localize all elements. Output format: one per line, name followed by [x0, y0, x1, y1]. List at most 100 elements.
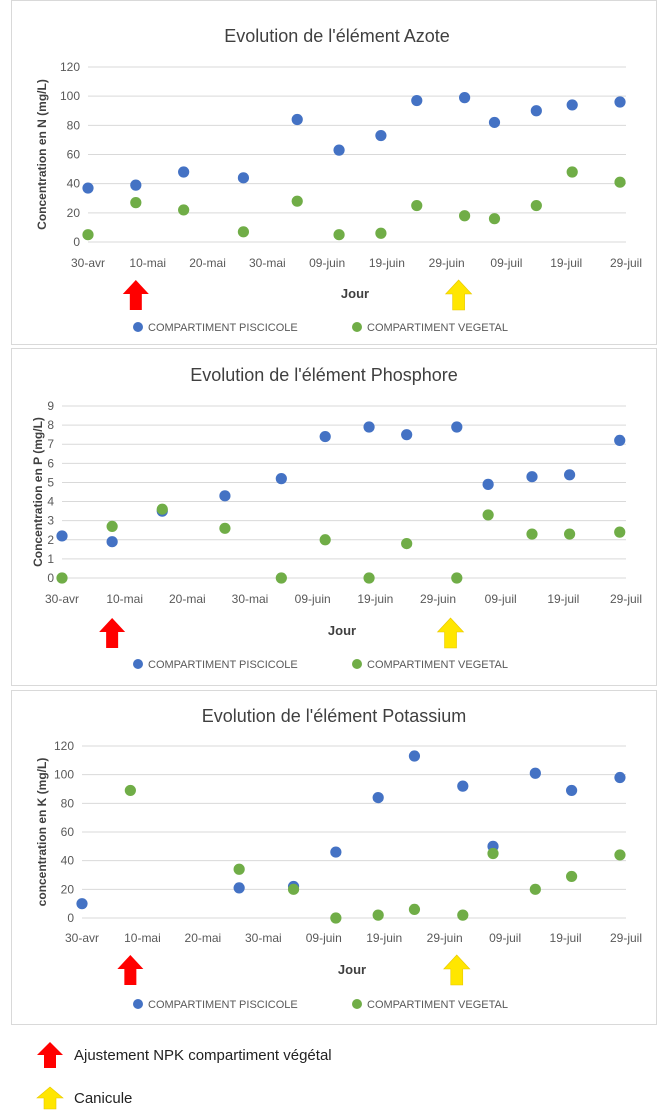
- x-tick-label: 30-mai: [245, 931, 282, 945]
- red-up-arrow-icon: [37, 1042, 63, 1068]
- y-tick-label: 80: [67, 118, 81, 132]
- legend-label: COMPARTIMENT PISCICOLE: [148, 322, 298, 334]
- chart-panel-potassium: Evolution de l'élément Potassium 0 20 40 60 8…: [0, 690, 657, 1025]
- piscicole-point: [566, 784, 578, 797]
- vegetal-point: [287, 883, 300, 895]
- vegetal-point: [319, 534, 331, 546]
- piscicole-point: [614, 96, 626, 108]
- piscicole-point: [372, 792, 384, 804]
- yellow-up-arrow-icon: [443, 954, 471, 986]
- chart-azote: Evolution de l'élément Azote 0 20 40 60 80 100…: [11, 0, 657, 345]
- piscicole-point: [319, 430, 331, 443]
- vegetal-point: [459, 210, 471, 222]
- piscicole-point: [291, 113, 303, 126]
- legend-note-canicule: Canicule: [36, 1086, 132, 1110]
- vegetal-point: [614, 849, 626, 861]
- x-tick-label: 09-juil: [485, 592, 517, 606]
- y-tick-label: 100: [60, 89, 80, 103]
- vegetal-point: [156, 503, 168, 515]
- y-axis-label: concentration en K (mg/L): [35, 758, 49, 907]
- piscicole-point: [130, 179, 142, 191]
- x-axis-label: Jour: [338, 962, 366, 977]
- x-tick-label: 19-juin: [369, 256, 405, 270]
- piscicole-point: [82, 182, 94, 194]
- y-tick-label: 8: [47, 418, 54, 432]
- chart-phosphore: Evolution de l'élément Phosphore 0 1 2 3 4 5 6 7…: [11, 348, 657, 686]
- y-tick-label: 0: [67, 911, 74, 925]
- x-tick-label: 19-juil: [550, 256, 582, 270]
- red-up-arrow-icon: [99, 618, 126, 648]
- chart-title-azote: Evolution de l'élément Azote: [224, 26, 450, 46]
- x-tick-label: 29-juin: [420, 592, 456, 606]
- chart-title-potassium: Evolution de l'élément Potassium: [202, 706, 467, 726]
- x-tick-label: 19-juin: [366, 931, 402, 945]
- vegetal-point: [330, 912, 342, 924]
- x-tick-label: 09-juin: [306, 931, 342, 945]
- legend-marker: [133, 659, 143, 669]
- vegetal-point: [130, 197, 142, 209]
- x-tick-label: 10-mai: [129, 256, 166, 270]
- piscicole-point: [401, 429, 413, 441]
- red-up-arrow-icon: [117, 955, 144, 985]
- y-tick-label: 4: [47, 495, 54, 509]
- piscicole-point: [233, 882, 245, 894]
- vegetal-point: [488, 213, 501, 225]
- piscicole-point: [333, 144, 345, 156]
- vegetal-point: [451, 572, 463, 584]
- red-up-arrow-icon: [122, 280, 149, 310]
- legend-label: COMPARTIMENT VEGETAL: [367, 322, 508, 334]
- y-tick-label: 7: [47, 437, 54, 451]
- piscicole-point: [330, 846, 342, 858]
- y-tick-label: 120: [54, 739, 74, 753]
- x-tick-label: 19-juil: [550, 931, 582, 945]
- x-tick-label: 29-juil: [610, 931, 642, 945]
- legend-label: COMPARTIMENT PISCICOLE: [148, 999, 298, 1011]
- x-tick-label: 09-juil: [489, 931, 521, 945]
- chart-panel-azote: Evolution de l'élément Azote 0 20 40 60 80 100…: [0, 0, 657, 345]
- y-tick-label: 20: [67, 206, 81, 220]
- y-tick-label: 120: [60, 60, 80, 74]
- y-tick-label: 1: [47, 552, 54, 566]
- vegetal-point: [530, 199, 542, 212]
- y-tick-label: 9: [47, 399, 54, 413]
- x-tick-label: 09-juin: [309, 256, 345, 270]
- x-tick-label: 10-mai: [106, 592, 143, 606]
- chart-potassium: Evolution de l'élément Potassium 0 20 40 60 8…: [11, 690, 657, 1025]
- piscicole-point: [375, 129, 387, 142]
- yellow-up-arrow-icon: [36, 1086, 64, 1110]
- legend-marker: [133, 999, 143, 1009]
- x-tick-label: 19-juil: [547, 592, 579, 606]
- legend-marker: [352, 659, 362, 669]
- vegetal-point: [487, 847, 499, 860]
- piscicole-point: [408, 750, 421, 762]
- y-tick-label: 40: [67, 177, 81, 191]
- vegetal-point: [219, 522, 231, 534]
- vegetal-point: [457, 909, 469, 921]
- chart-title-phosphore: Evolution de l'élément Phosphore: [190, 365, 458, 385]
- x-tick-label: 29-juin: [427, 931, 463, 945]
- vegetal-point: [375, 227, 387, 239]
- y-tick-label: 3: [47, 514, 54, 528]
- vegetal-point: [614, 526, 626, 538]
- x-tick-label: 30-mai: [232, 592, 269, 606]
- chart-frame: [11, 690, 657, 1025]
- vegetal-point: [401, 538, 413, 550]
- vegetal-point: [614, 176, 626, 188]
- x-axis-label: Jour: [341, 286, 369, 301]
- vegetal-point: [564, 528, 576, 540]
- chart-panel-phosphore: Evolution de l'élément Phosphore 0 1 2 3 4 5 6 7…: [0, 348, 657, 686]
- yellow-up-arrow-icon: [436, 617, 465, 649]
- vegetal-point: [333, 229, 345, 241]
- x-tick-label: 30-avr: [45, 592, 79, 606]
- x-tick-label: 09-juil: [490, 256, 522, 270]
- piscicole-point: [526, 471, 538, 483]
- piscicole-point: [459, 92, 471, 104]
- vegetal-point: [237, 226, 250, 238]
- piscicole-point: [363, 421, 375, 433]
- yellow-up-arrow-icon: [444, 279, 473, 311]
- y-tick-label: 100: [54, 768, 74, 782]
- piscicole-point: [457, 780, 469, 792]
- piscicole-point: [56, 530, 68, 542]
- vegetal-point: [106, 520, 118, 532]
- vegetal-point: [566, 870, 578, 883]
